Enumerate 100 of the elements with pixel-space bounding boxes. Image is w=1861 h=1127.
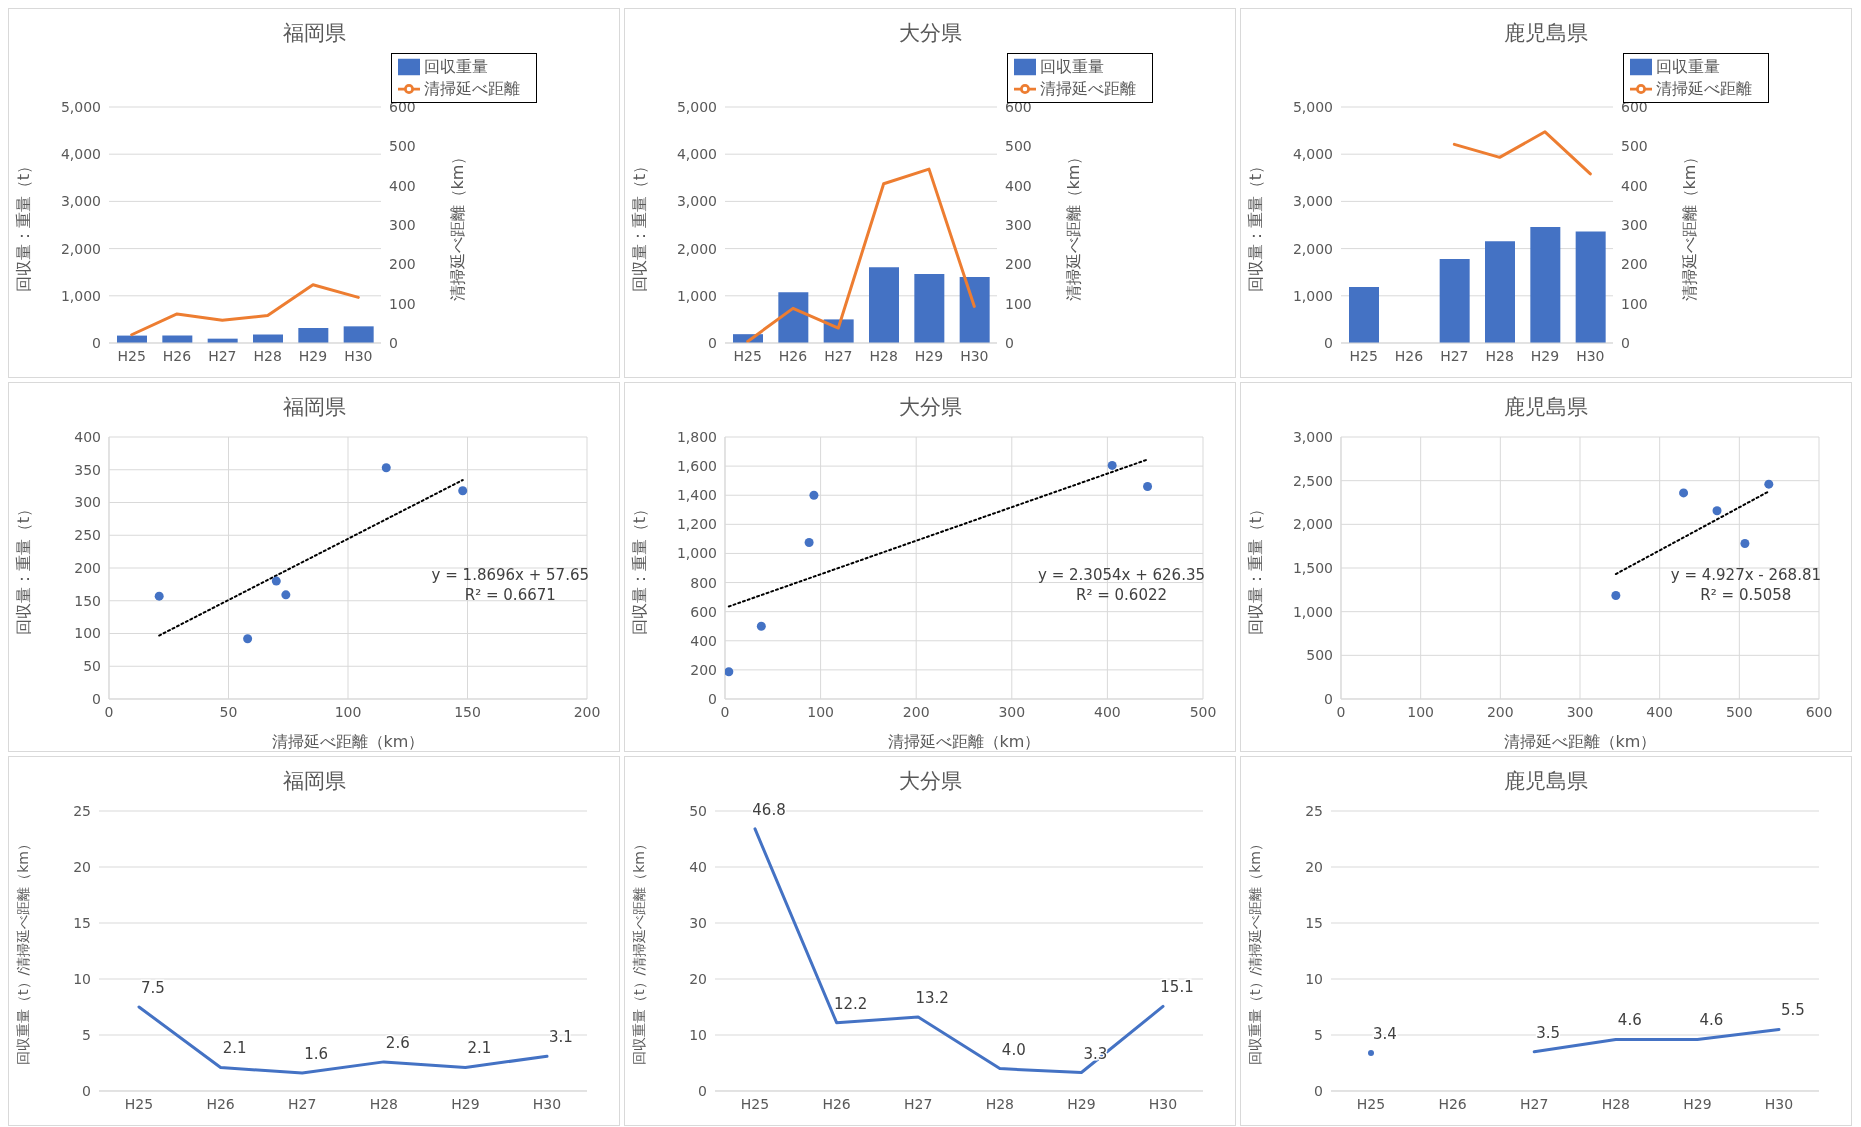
x-tick-label: 100 bbox=[334, 703, 362, 720]
legend-label: 清掃延べ距離 bbox=[1656, 78, 1752, 98]
y-tick-label: 400 bbox=[74, 428, 101, 445]
y-axis-title: 回収量：重量（t） bbox=[13, 500, 33, 636]
y-tick-label: 1,000 bbox=[676, 545, 717, 562]
point bbox=[154, 591, 164, 601]
data-label: 1.6 bbox=[304, 1045, 329, 1064]
y-tick-label: 200 bbox=[74, 559, 101, 576]
data-label: 2.1 bbox=[222, 1039, 247, 1058]
y-tick-label: 500 bbox=[1306, 647, 1333, 664]
x-tick-label: H25 bbox=[740, 1095, 770, 1112]
y-tick-label: 3,000 bbox=[1292, 428, 1333, 445]
data-label: 3.3 bbox=[1083, 1044, 1108, 1063]
chart-title: 大分県 bbox=[897, 20, 963, 47]
y-tick-label: 20 bbox=[689, 970, 707, 987]
data-label: 4.0 bbox=[1001, 1040, 1026, 1059]
bar bbox=[959, 276, 990, 343]
y-tick-label: 250 bbox=[74, 527, 101, 544]
x-tick-label: 400 bbox=[1646, 703, 1674, 720]
x-tick-label: H26 bbox=[822, 1095, 851, 1112]
x-tick-label: 200 bbox=[1486, 703, 1514, 720]
data-label: 5.5 bbox=[1781, 1001, 1805, 1020]
x-tick-label: 150 bbox=[454, 703, 481, 720]
annotation: y = 2.3054x + 626.35 bbox=[1038, 565, 1205, 585]
y-tick-label: 1,400 bbox=[676, 487, 717, 504]
y-tick-label: 1,000 bbox=[1292, 603, 1333, 620]
annotation: R² = 0.5058 bbox=[1699, 585, 1793, 605]
y-tick-label: 100 bbox=[74, 625, 101, 642]
bar bbox=[1485, 241, 1515, 343]
x-tick-label: H29 bbox=[1067, 1095, 1096, 1112]
point bbox=[381, 463, 391, 473]
y-tick-label: 4,000 bbox=[676, 146, 717, 163]
y-tick-label: 1,200 bbox=[676, 516, 717, 533]
point bbox=[458, 486, 468, 496]
data-label: 7.5 bbox=[141, 979, 165, 997]
y2-tick-label: 500 bbox=[1621, 138, 1648, 155]
y-tick-label: 4,000 bbox=[1292, 146, 1333, 163]
y-axis-title: 回収量：重量（t） bbox=[629, 157, 649, 293]
x-axis-title: 清掃延べ距離（km） bbox=[271, 732, 425, 751]
chart-title: 福岡県 bbox=[281, 768, 347, 795]
y2-tick-label: 300 bbox=[1621, 216, 1648, 233]
y-tick-label: 0 bbox=[82, 1082, 91, 1099]
x-tick-label: H30 bbox=[1764, 1095, 1794, 1112]
legend-label: 清掃延べ距離 bbox=[424, 78, 520, 98]
data-label: 13.2 bbox=[915, 989, 949, 1008]
y-tick-label: 400 bbox=[690, 632, 717, 649]
x-axis-title: 清掃延べ距離（km） bbox=[1503, 732, 1657, 751]
y-tick-label: 3,000 bbox=[60, 193, 101, 210]
data-label: 4.6 bbox=[1617, 1011, 1642, 1030]
x-tick-label: 500 bbox=[1189, 703, 1217, 720]
x-tick-label: H29 bbox=[1683, 1095, 1712, 1112]
x-tick-label: H28 bbox=[253, 347, 282, 364]
x-tick-label: H25 bbox=[117, 347, 146, 364]
x-axis-title: 清掃延べ距離（km） bbox=[887, 732, 1041, 751]
y-tick-label: 10 bbox=[73, 970, 91, 987]
y-tick-label: 2,000 bbox=[60, 240, 101, 257]
line-series bbox=[746, 167, 976, 343]
bar bbox=[298, 327, 329, 343]
line-series bbox=[137, 1005, 549, 1075]
legend-label: 回収重量 bbox=[424, 56, 488, 76]
y2-axis-title: 清掃延べ距離（km） bbox=[447, 148, 467, 302]
point bbox=[1712, 506, 1722, 516]
x-tick-label: H26 bbox=[1438, 1095, 1467, 1112]
y-tick-label: 0 bbox=[708, 334, 717, 351]
bar bbox=[1439, 258, 1470, 343]
y-tick-label: 150 bbox=[74, 592, 101, 609]
y-tick-label: 1,000 bbox=[1292, 287, 1333, 304]
bar bbox=[869, 267, 899, 343]
y-tick-label: 2,500 bbox=[1292, 472, 1333, 489]
y2-tick-label: 0 bbox=[389, 334, 398, 351]
y-axis-title: 回収量：重量（t） bbox=[13, 157, 33, 293]
x-tick-label: 50 bbox=[219, 703, 238, 720]
x-tick-label: H27 bbox=[904, 1095, 933, 1112]
y2-tick-label: 500 bbox=[1005, 138, 1032, 155]
x-tick-label: H29 bbox=[298, 347, 328, 364]
point bbox=[281, 590, 291, 600]
chart-title: 鹿児島県 bbox=[1503, 394, 1589, 421]
y2-tick-label: 400 bbox=[1621, 177, 1648, 194]
x-tick-label: 500 bbox=[1725, 703, 1753, 720]
y-axis-title: 回収量：重量（t） bbox=[629, 500, 649, 636]
x-tick-label: 100 bbox=[807, 703, 834, 720]
x-tick-label: 600 bbox=[1805, 703, 1833, 720]
y2-axis-title: 清掃延べ距離（km） bbox=[1679, 148, 1699, 302]
y-axis-title: 回収重量（t）/清掃延べ距離（km） bbox=[630, 837, 647, 1065]
data-label: 12.2 bbox=[833, 994, 868, 1013]
point bbox=[1740, 539, 1750, 549]
x-tick-label: H27 bbox=[824, 347, 853, 364]
annotation: R² = 0.6671 bbox=[463, 585, 557, 605]
y-tick-label: 0 bbox=[708, 690, 717, 707]
y-tick-label: 2,000 bbox=[1292, 240, 1333, 257]
y-tick-label: 800 bbox=[690, 574, 717, 591]
bar bbox=[1349, 287, 1379, 343]
y-tick-label: 0 bbox=[92, 690, 101, 707]
x-tick-label: 0 bbox=[720, 703, 730, 720]
data-label: 2.6 bbox=[385, 1033, 410, 1052]
y-tick-label: 5 bbox=[1314, 1026, 1323, 1043]
y2-tick-label: 400 bbox=[389, 177, 416, 194]
y-tick-label: 2,000 bbox=[676, 240, 717, 257]
y-tick-label: 5 bbox=[82, 1026, 91, 1043]
y-tick-label: 50 bbox=[689, 802, 707, 819]
